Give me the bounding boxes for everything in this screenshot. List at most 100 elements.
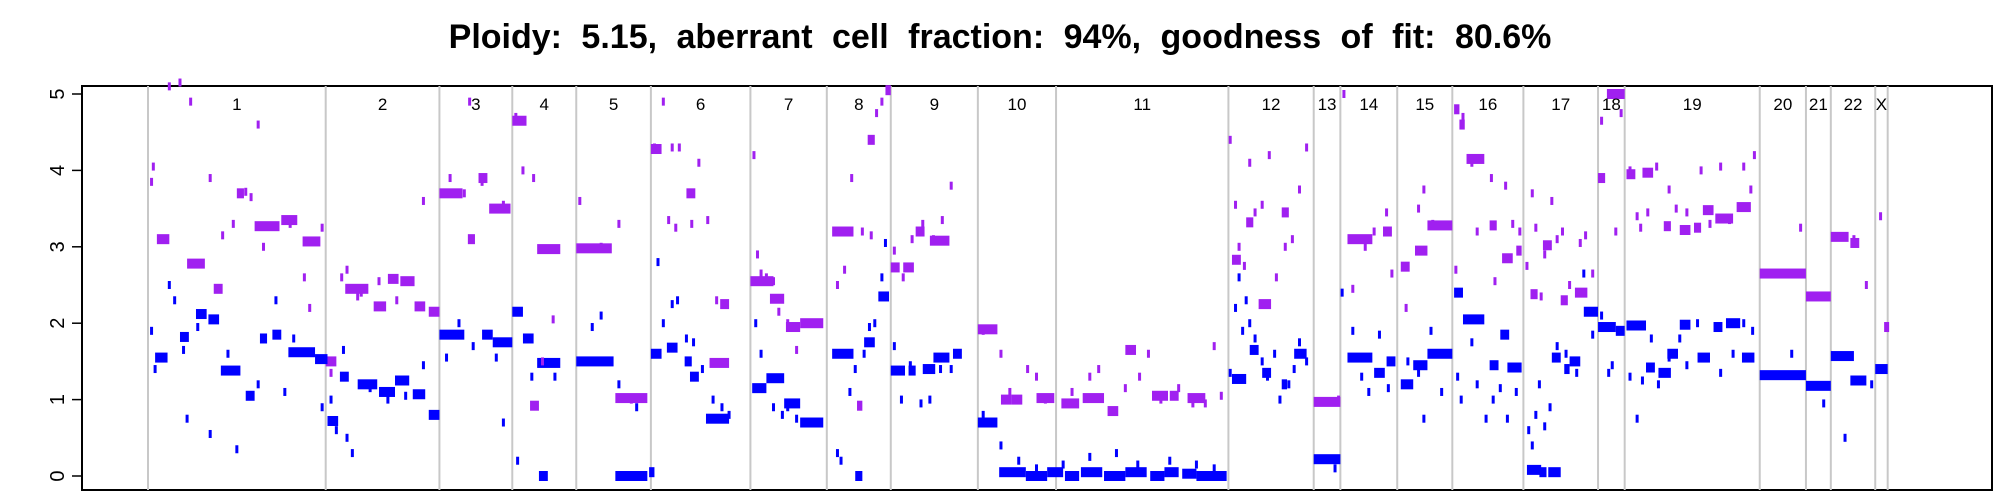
major-copy-point bbox=[1530, 189, 1534, 198]
major-copy-segment bbox=[1736, 202, 1751, 213]
minor-copy-point bbox=[1678, 334, 1682, 343]
major-copy-point bbox=[1008, 387, 1012, 396]
minor-copy-point bbox=[1422, 414, 1426, 423]
major-copy-point bbox=[777, 307, 781, 316]
major-copy-segment bbox=[785, 322, 801, 333]
major-copy-point bbox=[578, 196, 582, 205]
minor-copy-point bbox=[676, 296, 680, 305]
minor-copy-point bbox=[772, 403, 776, 412]
minor-copy-segment bbox=[1413, 360, 1428, 371]
plot-frame bbox=[81, 85, 1993, 491]
minor-copy-point bbox=[553, 372, 557, 381]
major-copy-segment bbox=[1598, 173, 1606, 184]
major-copy-segment bbox=[428, 306, 440, 317]
major-copy-point bbox=[1560, 227, 1564, 236]
minor-copy-point bbox=[835, 449, 839, 458]
minor-copy-segment bbox=[1667, 348, 1678, 359]
major-copy-segment bbox=[650, 144, 662, 155]
minor-copy-point bbox=[1607, 368, 1611, 377]
minor-copy-segment bbox=[412, 389, 426, 400]
major-copy-point bbox=[1234, 200, 1238, 209]
major-copy-point bbox=[1493, 277, 1497, 286]
chromosome-label-7: 7 bbox=[784, 95, 793, 114]
minor-copy-point bbox=[334, 426, 338, 435]
minor-copy-segment bbox=[1047, 467, 1064, 478]
major-copy-point bbox=[1639, 223, 1643, 232]
minor-copy-point bbox=[883, 238, 887, 247]
major-copy-point bbox=[940, 216, 944, 225]
minor-copy-segment bbox=[492, 337, 513, 348]
major-copy-point bbox=[1113, 407, 1117, 416]
minor-copy-point bbox=[1429, 326, 1433, 335]
minor-copy-point bbox=[1822, 399, 1826, 408]
major-copy-point bbox=[1228, 135, 1232, 144]
major-copy-segment bbox=[1466, 153, 1485, 164]
minor-copy-point bbox=[1367, 387, 1371, 396]
major-copy-point bbox=[1297, 185, 1301, 194]
major-copy-segment bbox=[345, 283, 369, 294]
major-copy-segment bbox=[1560, 295, 1568, 306]
minor-copy-point bbox=[599, 311, 603, 320]
minor-copy-segment bbox=[1805, 380, 1831, 391]
major-copy-point bbox=[1539, 292, 1543, 301]
minor-copy-point bbox=[853, 365, 857, 374]
major-copy-point bbox=[981, 326, 985, 335]
minor-copy-point bbox=[185, 414, 189, 423]
major-copy-point bbox=[1600, 116, 1604, 125]
minor-copy-point bbox=[1564, 349, 1568, 358]
major-copy-point bbox=[1699, 166, 1703, 175]
minor-copy-segment bbox=[1759, 370, 1806, 381]
major-copy-segment bbox=[1715, 213, 1734, 224]
major-copy-segment bbox=[467, 234, 475, 245]
major-copy-point bbox=[843, 265, 847, 274]
minor-copy-segment bbox=[922, 364, 936, 375]
major-copy-point bbox=[1470, 158, 1474, 167]
major-copy-point bbox=[377, 277, 381, 286]
minor-copy-point bbox=[1514, 387, 1518, 396]
major-copy-point bbox=[1404, 303, 1408, 312]
major-copy-point bbox=[1390, 269, 1394, 278]
minor-copy-segment bbox=[379, 386, 396, 397]
major-copy-point bbox=[1305, 143, 1309, 152]
major-copy-point bbox=[910, 235, 914, 244]
major-copy-point bbox=[448, 174, 452, 183]
minor-copy-point bbox=[1591, 330, 1595, 339]
minor-copy-point bbox=[754, 319, 758, 328]
minor-copy-segment bbox=[933, 352, 950, 363]
minor-copy-segment bbox=[1679, 319, 1691, 330]
major-copy-segment bbox=[832, 226, 854, 237]
minor-copy-point bbox=[590, 323, 594, 332]
major-copy-point bbox=[931, 235, 935, 244]
chromosome-label-11: 11 bbox=[1133, 95, 1151, 114]
major-copy-segment bbox=[1679, 224, 1691, 235]
chromosome-boundaries bbox=[147, 86, 1889, 490]
minor-copy-segment bbox=[288, 347, 316, 358]
major-copy-segment bbox=[254, 221, 280, 232]
minor-copy-segment bbox=[1539, 467, 1547, 478]
minor-copy-point bbox=[1351, 326, 1355, 335]
minor-copy-point bbox=[341, 345, 345, 354]
major-copy-point bbox=[1504, 181, 1508, 190]
major-copy-point bbox=[1578, 238, 1582, 247]
minor-copy-segment bbox=[1615, 325, 1625, 336]
major-copy-segment bbox=[977, 324, 998, 335]
major-copy-segment bbox=[1231, 254, 1241, 265]
minor-copy-segment bbox=[1741, 352, 1755, 363]
major-copy-point bbox=[1655, 162, 1659, 171]
major-copy-point bbox=[1852, 235, 1856, 244]
minor-copy-segment bbox=[1249, 344, 1259, 355]
chromosome-label-4: 4 bbox=[540, 95, 549, 114]
copy-number-points bbox=[150, 78, 1883, 473]
minor-copy-point bbox=[1340, 288, 1344, 297]
minor-copy-point bbox=[1417, 368, 1421, 377]
minor-copy-segment bbox=[1697, 352, 1710, 363]
major-copy-segment bbox=[489, 203, 511, 214]
major-copy-segment bbox=[1502, 253, 1513, 264]
minor-copy-point bbox=[1475, 380, 1479, 389]
y-tick-label: 2 bbox=[47, 318, 69, 329]
major-copy-point bbox=[1138, 372, 1142, 381]
minor-copy-point bbox=[421, 361, 425, 370]
minor-copy-segment bbox=[1626, 320, 1647, 331]
minor-copy-segment bbox=[1347, 352, 1373, 363]
minor-copy-segment bbox=[1551, 352, 1561, 363]
